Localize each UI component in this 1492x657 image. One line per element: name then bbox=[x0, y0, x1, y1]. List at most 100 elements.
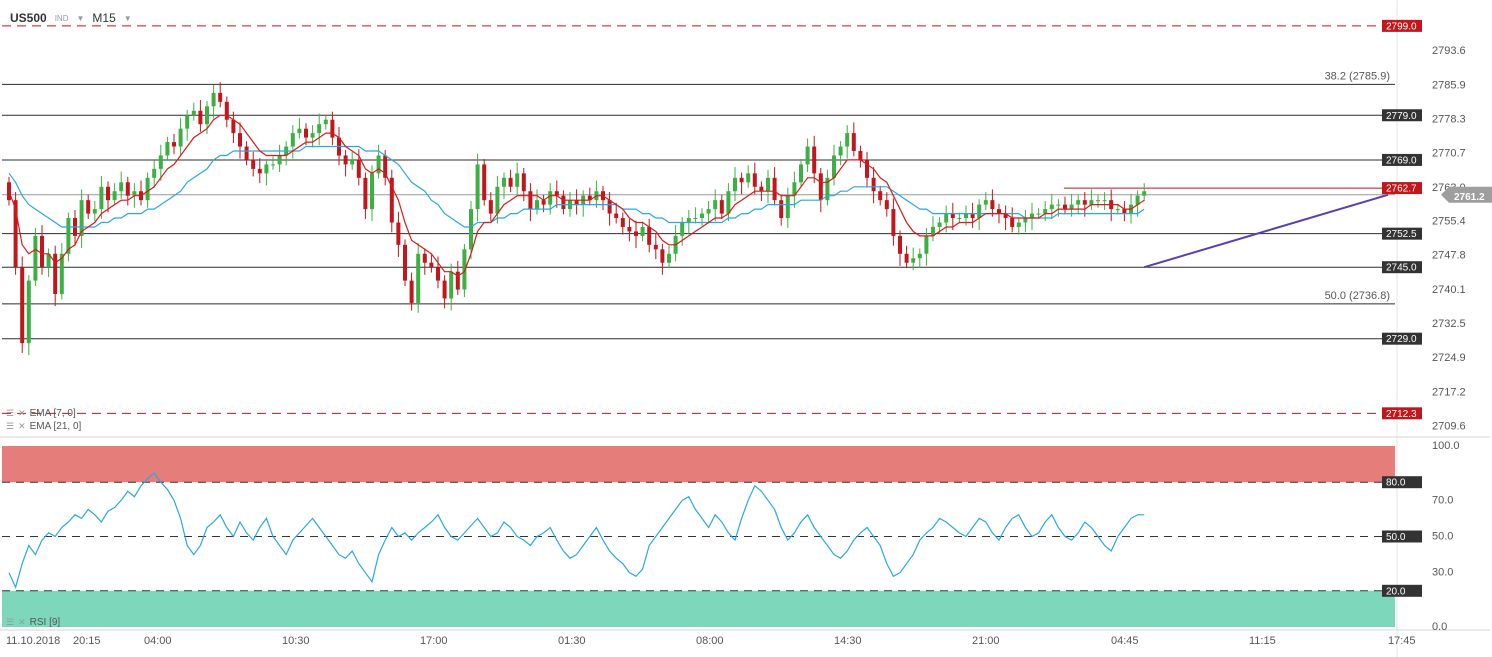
candle-body bbox=[165, 142, 170, 156]
candle-body bbox=[726, 191, 731, 214]
candle-body bbox=[251, 159, 256, 169]
tag-2712-3[interactable]: 2712.3 bbox=[1382, 407, 1422, 420]
chart-header: US500 IND ▼ M15 ▼ bbox=[10, 11, 132, 25]
timeframe-dropdown-icon[interactable]: ▼ bbox=[123, 13, 132, 23]
candle-body bbox=[429, 262, 434, 268]
symbol-dropdown-icon[interactable]: ▼ bbox=[76, 13, 85, 23]
candle-body bbox=[178, 128, 183, 147]
candle-body bbox=[548, 191, 553, 205]
ema-21-line[interactable] bbox=[8, 145, 1145, 228]
candle-body bbox=[297, 128, 302, 134]
tag-rsi-20[interactable]: 20.0 bbox=[1382, 584, 1422, 598]
candle-body bbox=[871, 177, 876, 192]
ema-slow-legend[interactable]: ☰ ✕ EMA [21, 0] bbox=[6, 421, 81, 432]
candle-body bbox=[495, 186, 500, 214]
candle-body bbox=[396, 222, 401, 245]
candle-body bbox=[422, 253, 427, 263]
candle-body bbox=[277, 155, 282, 165]
symbol-label[interactable]: US500 bbox=[10, 11, 47, 25]
candle-body bbox=[20, 267, 25, 344]
rsi-overbought-zone bbox=[2, 446, 1395, 483]
tag-2752-5-shape bbox=[1382, 227, 1422, 240]
candle-body bbox=[389, 177, 394, 223]
close-icon[interactable]: ✕ bbox=[18, 421, 26, 431]
rsi-axis-label: 100.0 bbox=[1432, 440, 1460, 452]
current-price-tag[interactable]: 2761.2 bbox=[1441, 186, 1492, 203]
candle-body bbox=[416, 253, 421, 303]
settings-icon[interactable]: ☰ bbox=[6, 421, 15, 431]
rsi-legend[interactable]: ☰ ✕ RSI [9] bbox=[6, 617, 60, 628]
candle-body bbox=[1142, 191, 1147, 196]
candle-body bbox=[1023, 218, 1028, 223]
candle-body bbox=[766, 177, 770, 192]
candle-body bbox=[838, 146, 843, 156]
settings-icon[interactable]: ☰ bbox=[6, 617, 15, 627]
tag-2799-shape bbox=[1382, 19, 1422, 32]
settings-icon[interactable]: ☰ bbox=[6, 408, 15, 418]
candle-body bbox=[26, 280, 31, 344]
tag-2769-text: 2769.0 bbox=[1386, 155, 1417, 166]
candle-body bbox=[330, 119, 335, 138]
tag-2752-5[interactable]: 2752.5 bbox=[1382, 227, 1422, 241]
tag-2769[interactable]: 2769.0 bbox=[1382, 153, 1422, 167]
tag-2745[interactable]: 2745.0 bbox=[1382, 261, 1422, 274]
candle-body bbox=[680, 222, 685, 236]
candle-body bbox=[931, 226, 935, 236]
ema-7-line[interactable] bbox=[8, 114, 1145, 277]
candle-body bbox=[719, 200, 724, 214]
tag-rsi-50[interactable]: 50.0 bbox=[1382, 530, 1422, 544]
tag-2729-shape bbox=[1382, 332, 1422, 345]
candle-body bbox=[86, 200, 91, 214]
candle-body bbox=[125, 182, 130, 196]
candle-body bbox=[983, 200, 988, 205]
candle-body bbox=[944, 213, 949, 223]
time-axis-label: 17:00 bbox=[420, 635, 448, 647]
ema-fast-legend[interactable]: ☰ ✕ EMA [7, 0] bbox=[6, 408, 76, 419]
tag-2799[interactable]: 2799.0 bbox=[1382, 19, 1422, 33]
candle-body bbox=[713, 200, 718, 210]
candle-body bbox=[455, 271, 460, 290]
candle-body bbox=[1003, 213, 1008, 219]
tag-rsi-80[interactable]: 80.0 bbox=[1382, 476, 1422, 489]
candle-body bbox=[231, 119, 236, 134]
candle-body bbox=[376, 155, 381, 174]
current-price-tag-text: 2761.2 bbox=[1454, 192, 1485, 203]
candle-body bbox=[693, 218, 698, 220]
tag-2779[interactable]: 2779.0 bbox=[1382, 109, 1422, 122]
candle-body bbox=[957, 218, 962, 220]
candle-body bbox=[706, 209, 711, 214]
candle-body bbox=[660, 249, 665, 263]
candle-body bbox=[904, 253, 909, 263]
price-axis-label: 2747.8 bbox=[1432, 250, 1466, 262]
tag-2712-3-text: 2712.3 bbox=[1386, 409, 1417, 420]
price-axis-label: 2755.4 bbox=[1432, 216, 1466, 228]
fib-382-label: 38.2 (2785.9) bbox=[1325, 70, 1390, 82]
candle-body bbox=[508, 177, 513, 187]
candle-body bbox=[1063, 204, 1067, 210]
candle-body bbox=[911, 258, 916, 263]
candle-body bbox=[634, 231, 638, 236]
timeframe-label[interactable]: M15 bbox=[92, 11, 116, 25]
tag-2762-7-shape bbox=[1382, 182, 1422, 195]
time-axis-label: 11:15 bbox=[1249, 635, 1276, 647]
tag-2729[interactable]: 2729.0 bbox=[1382, 332, 1422, 346]
candle-body bbox=[964, 213, 968, 219]
candle-body bbox=[1115, 209, 1120, 211]
rsi-line[interactable] bbox=[8, 472, 1145, 589]
close-icon[interactable]: ✕ bbox=[18, 408, 26, 418]
tag-rsi-20-shape bbox=[1382, 584, 1422, 597]
tag-2762-7[interactable]: 2762.7 bbox=[1382, 182, 1422, 195]
candle-body bbox=[1089, 200, 1094, 205]
candle-body bbox=[99, 186, 104, 210]
rsi-axis-label: 70.0 bbox=[1432, 494, 1453, 506]
candle-body bbox=[805, 146, 810, 165]
candle-body bbox=[733, 177, 737, 192]
time-axis-label: 01:30 bbox=[558, 635, 586, 647]
tag-2769-shape bbox=[1382, 153, 1422, 166]
trendline[interactable] bbox=[1143, 193, 1389, 269]
tag-2712-3-shape bbox=[1382, 407, 1422, 420]
close-icon[interactable]: ✕ bbox=[18, 617, 26, 627]
candle-body bbox=[898, 235, 902, 254]
